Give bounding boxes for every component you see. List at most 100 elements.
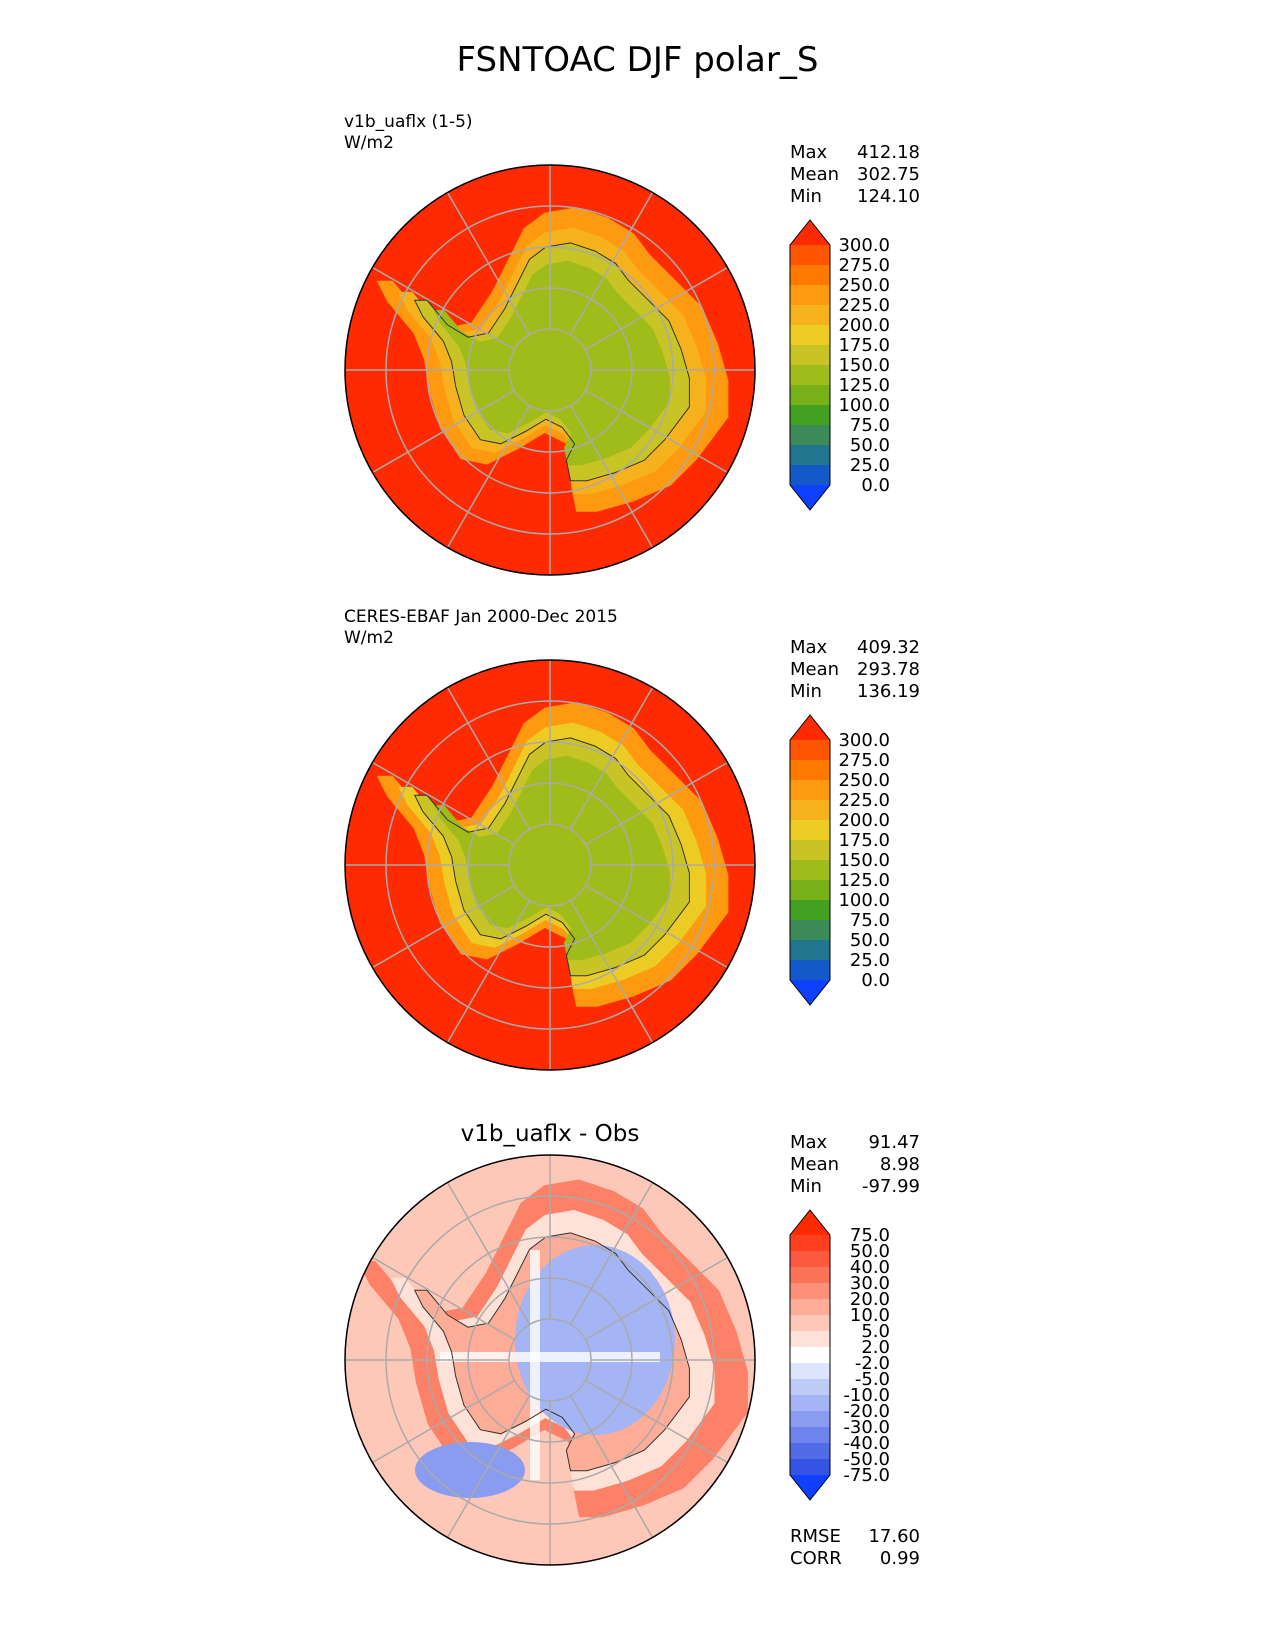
meridian-line bbox=[372, 1379, 515, 1464]
colorbar-tick-label: 75.0 bbox=[850, 1225, 890, 1246]
panel-units: W/m2 bbox=[344, 628, 394, 648]
meridian-line bbox=[372, 761, 515, 846]
colorbar-extend-bottom bbox=[790, 980, 830, 1005]
meridian-line bbox=[372, 389, 515, 474]
colorbar-segment bbox=[790, 760, 830, 781]
meridian-line bbox=[372, 266, 515, 351]
coastline bbox=[413, 737, 690, 977]
colorbar-tick-label: 225.0 bbox=[838, 790, 890, 811]
colorbar-tick-label: 300.0 bbox=[838, 235, 890, 256]
map-field bbox=[345, 660, 755, 1070]
colorbar-segment bbox=[790, 285, 830, 306]
panel-title-text: v1b_uaflx - Obs bbox=[460, 1121, 640, 1147]
colorbar-segment bbox=[790, 1283, 830, 1300]
colorbar-segment bbox=[790, 1395, 830, 1412]
stat-mean-value: 293.78 bbox=[857, 659, 920, 680]
corr-label: CORR bbox=[790, 1548, 842, 1569]
meridian-line bbox=[446, 900, 531, 1043]
colorbar-segment bbox=[790, 445, 830, 466]
panel-title: v1b_uaflx (1-5) W/m2 bbox=[344, 112, 473, 154]
colorbar-tick-label: 75.0 bbox=[850, 415, 890, 436]
meridian-line bbox=[585, 761, 728, 846]
polar-map bbox=[344, 659, 756, 1071]
panel-observations: CERES-EBAF Jan 2000-Dec 2015 W/m2 Max 409… bbox=[0, 0, 1275, 1071]
stat-min-label: Min bbox=[790, 1176, 822, 1197]
colorbar-tick-label: 200.0 bbox=[838, 315, 890, 336]
colorbar-segment bbox=[790, 1411, 830, 1428]
meridian-line bbox=[585, 1256, 728, 1341]
stat-max-value: 412.18 bbox=[857, 142, 920, 163]
coastline bbox=[413, 242, 690, 482]
colorbar-tick-label: -30.0 bbox=[843, 1417, 890, 1438]
colorbar-segment bbox=[790, 920, 830, 941]
colorbar-segment bbox=[790, 325, 830, 346]
colorbar-segment bbox=[790, 345, 830, 366]
panel-model: v1b_uaflx (1-5) W/m2 Max 412.18 Mean 302.7… bbox=[0, 0, 1275, 576]
panel-title: v1b_uaflx - Obs bbox=[350, 1120, 750, 1148]
meridian-line bbox=[372, 1256, 515, 1341]
colorbar-tick-label: -20.0 bbox=[843, 1401, 890, 1422]
difference-streak bbox=[530, 1250, 540, 1480]
colorbar-outline bbox=[789, 219, 831, 511]
polar-map bbox=[344, 1154, 756, 1566]
colorbar-extend-bottom bbox=[790, 1475, 830, 1500]
stat-mean-label: Mean bbox=[790, 659, 840, 680]
colorbar-segment bbox=[790, 960, 830, 981]
stat-max-value: 91.47 bbox=[868, 1132, 920, 1153]
colorbar-tick-label: 0.0 bbox=[861, 475, 890, 496]
stat-mean-value: 302.75 bbox=[857, 164, 920, 185]
colorbar-tick-label: 100.0 bbox=[838, 890, 890, 911]
polar-map bbox=[344, 164, 756, 576]
stat-mean-label: Mean bbox=[790, 164, 840, 185]
colorbar-segment bbox=[790, 385, 830, 406]
meridian-line bbox=[446, 405, 531, 548]
stat-min-label: Min bbox=[790, 186, 822, 207]
stat-max-label: Max bbox=[790, 142, 828, 163]
meridian-line bbox=[585, 389, 728, 474]
plateau-interior bbox=[433, 755, 670, 961]
colorbar-segment bbox=[790, 1347, 830, 1364]
colorbar-tick-label: 125.0 bbox=[838, 870, 890, 891]
colorbar-tick-label: -40.0 bbox=[843, 1433, 890, 1454]
stat-mean-value: 8.98 bbox=[879, 1154, 920, 1175]
meridian-line bbox=[585, 884, 728, 969]
map-boundary bbox=[344, 659, 756, 1071]
colorbar-tick-label: 75.0 bbox=[850, 910, 890, 931]
meridian-line bbox=[446, 687, 531, 830]
colorbar-segment bbox=[790, 245, 830, 266]
stat-min-label: Min bbox=[790, 681, 822, 702]
difference-streak bbox=[440, 1352, 660, 1362]
map-boundary bbox=[344, 1154, 756, 1566]
meridian-line bbox=[446, 1395, 531, 1538]
meridian-line bbox=[446, 192, 531, 335]
colorbar-segment bbox=[790, 1459, 830, 1476]
colorbar-outline bbox=[789, 1209, 831, 1501]
colorbar-segment bbox=[790, 880, 830, 901]
colorbar: 300.0275.0250.0225.0200.0175.0150.0125.0… bbox=[789, 714, 890, 1006]
colorbar-segment bbox=[790, 780, 830, 801]
colorbar-segment bbox=[790, 1427, 830, 1444]
colorbar-tick-label: 125.0 bbox=[838, 375, 890, 396]
colorbar-tick-label: 30.0 bbox=[850, 1273, 890, 1294]
meridian-line bbox=[372, 884, 515, 969]
colorbar-segment bbox=[790, 405, 830, 426]
panel-units: W/m2 bbox=[344, 133, 394, 153]
colorbar-segment bbox=[790, 740, 830, 761]
stats-box: Max 91.47 Mean 8.98 Min -97.99 bbox=[790, 1132, 920, 1198]
colorbar-tick-label: 25.0 bbox=[850, 950, 890, 971]
stat-max-label: Max bbox=[790, 637, 828, 658]
meridian-line bbox=[569, 192, 654, 335]
colorbar-extend-top bbox=[790, 1210, 830, 1235]
meridian-line bbox=[569, 1395, 654, 1538]
colorbar-segment bbox=[790, 820, 830, 841]
colorbar-segment bbox=[790, 1315, 830, 1332]
colorbar-segment bbox=[790, 1235, 830, 1252]
stat-min-value: 124.10 bbox=[857, 186, 920, 207]
colorbar: 300.0275.0250.0225.0200.0175.0150.0125.0… bbox=[789, 219, 890, 511]
colorbar-segment bbox=[790, 1379, 830, 1396]
colorbar-tick-label: 250.0 bbox=[838, 275, 890, 296]
figure-title: FSNTOAC DJF polar_S bbox=[456, 40, 819, 80]
colorbar-tick-label: -75.0 bbox=[843, 1465, 890, 1486]
colorbar-segment bbox=[790, 1299, 830, 1316]
stat-max-value: 409.32 bbox=[857, 637, 920, 658]
